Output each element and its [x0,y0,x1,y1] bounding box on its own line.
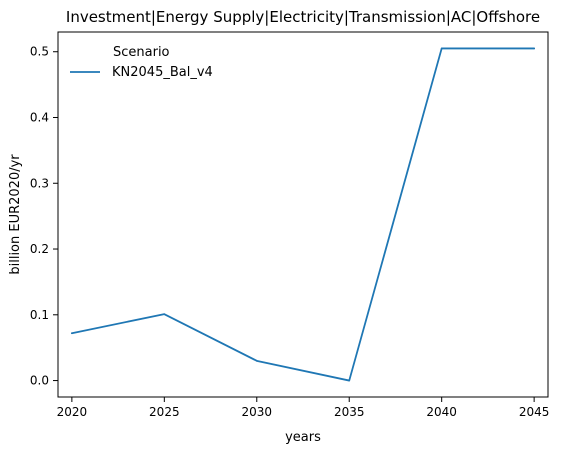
x-axis-label: years [285,430,321,445]
series-line-0 [70,47,536,382]
x-tick-label: 2035 [334,405,365,419]
legend-title: Scenario [113,45,170,60]
y-tick-label: 0.4 [30,110,49,124]
y-tick-label: 0.1 [30,308,49,322]
series-point [71,332,73,335]
series-point [533,47,535,50]
series-point [163,313,166,315]
y-tick-label: 0.0 [30,374,49,388]
x-tick-label: 2020 [57,405,88,419]
plot-area-frame [57,31,549,398]
x-tick-label: 2025 [149,405,180,419]
series-point [348,379,351,382]
x-tick-label: 2030 [242,405,273,419]
chart-title: Investment|Energy Supply|Electricity|Tra… [66,8,540,26]
legend-items: KN2045_Bal_v4 [70,65,213,80]
y-tick-label: 0.5 [30,45,49,59]
x-tick-label: 2040 [426,405,457,419]
series-point [255,360,258,362]
y-tick-label: 0.3 [30,176,49,190]
series-point [440,47,443,50]
x-axis-ticks: 2020 2025 2030 2035 2040 2045 [57,397,550,419]
y-axis-label: billion EUR2020/yr [8,154,23,275]
legend-label: KN2045_Bal_v4 [112,65,213,80]
y-axis-ticks: 0.0 0.1 0.2 0.3 0.4 0.5 [30,45,58,388]
series-layer [70,47,536,382]
x-tick-label: 2045 [519,405,550,419]
legend: Scenario KN2045_Bal_v4 [70,45,213,80]
y-tick-label: 0.2 [30,242,49,256]
